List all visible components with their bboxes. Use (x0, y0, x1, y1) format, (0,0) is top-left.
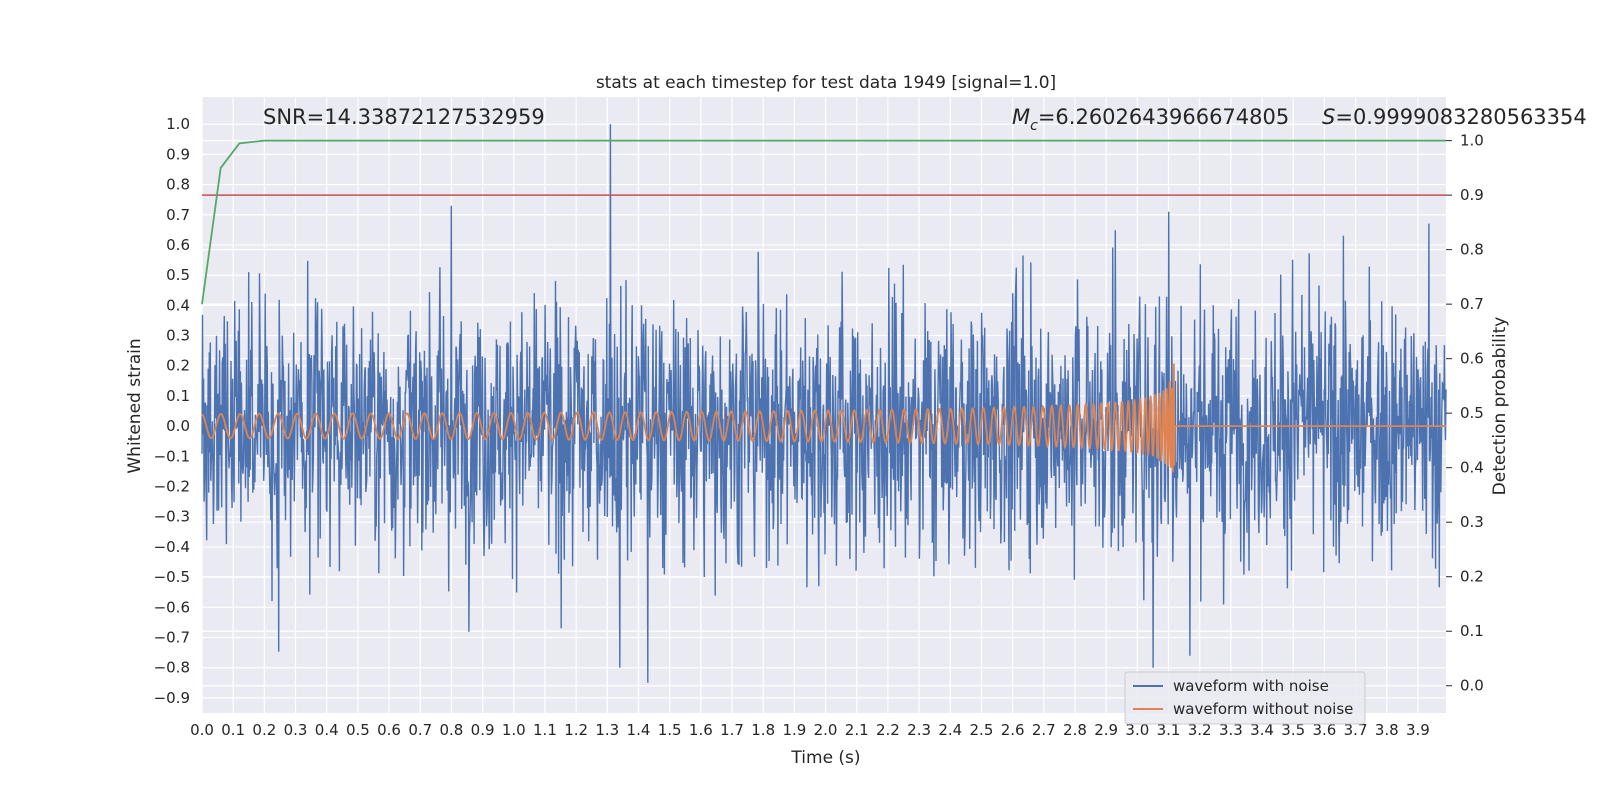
chart-title: stats at each timestep for test data 194… (596, 73, 1056, 93)
x-tick-label: 0.2 (252, 721, 276, 739)
x-tick-label: 0.1 (221, 721, 245, 739)
y2-tick-label: 0.2 (1460, 568, 1484, 586)
waveform-without-noise-line (201, 363, 1446, 473)
x-tick-label: 2.2 (876, 721, 900, 739)
legend-label-noisy: waveform with noise (1173, 677, 1329, 695)
s-value: =0.9999083280563354 (1335, 105, 1586, 129)
s-symbol: S (1322, 105, 1335, 129)
snr-annotation: SNR=14.33872127532959 (263, 105, 545, 129)
y2-tick-label: 0.8 (1460, 241, 1484, 259)
x-tick-label: 3.3 (1219, 721, 1243, 739)
x-tick-label: 0.0 (190, 721, 214, 739)
x-tick-label: 0.9 (471, 721, 495, 739)
y-tick-label: −0.6 (154, 598, 190, 616)
x-tick-label: 0.8 (439, 721, 463, 739)
x-tick-label: 3.8 (1375, 721, 1399, 739)
y-axis-ticks: 1.0 0.9 0.8 0.7 0.6 0.5 0.4 0.3 0.2 0.1 0.0 −0.1 −0.… (154, 115, 190, 707)
x-tick-label: 3.1 (1157, 721, 1181, 739)
y2-tick-label: 0.4 (1460, 459, 1484, 477)
s-annotation: S=0.9999083280563354 (1322, 105, 1587, 129)
x-tick-label: 1.6 (689, 721, 713, 739)
x-tick-label: 0.6 (377, 721, 401, 739)
y2-tick-label: 0.5 (1460, 404, 1484, 422)
x-tick-label: 2.4 (938, 721, 962, 739)
y2-tick-label: 0.0 (1460, 677, 1484, 695)
y-tick-label: 0.4 (166, 296, 190, 314)
y-tick-label: 0.0 (166, 417, 190, 435)
legend-box (1124, 671, 1366, 725)
x-tick-label: 1.1 (533, 721, 557, 739)
y2-tick-label: 0.7 (1460, 295, 1484, 313)
x-tick-label: 1.2 (564, 721, 588, 739)
y-tick-label: −0.9 (154, 689, 190, 707)
y-tick-label: 0.8 (166, 176, 190, 194)
x-tick-label: 2.5 (970, 721, 994, 739)
legend: waveform with noise waveform without noi… (1124, 671, 1366, 725)
data-layer (201, 124, 1447, 683)
y-tick-label: −0.4 (154, 538, 190, 556)
y2-tick-label: 0.6 (1460, 350, 1484, 368)
x-tick-label: 2.3 (907, 721, 931, 739)
x-tick-label: 3.4 (1250, 721, 1274, 739)
chirp-mass-symbol: M (1012, 105, 1030, 129)
y-axis-label: Whitened strain (125, 338, 145, 473)
x-tick-label: 0.5 (346, 721, 370, 739)
detection-probability-line (201, 139, 1446, 305)
x-tick-label: 1.8 (751, 721, 775, 739)
y2-tick-label: 0.9 (1460, 186, 1484, 204)
x-tick-label: 2.0 (814, 721, 838, 739)
y2-tick-label: 0.3 (1460, 513, 1484, 531)
y-tick-label: −0.5 (154, 568, 190, 586)
x-tick-label: 3.0 (1125, 721, 1149, 739)
x-tick-label: 0.3 (284, 721, 308, 739)
x-tick-label: 3.2 (1188, 721, 1212, 739)
x-tick-label: 3.5 (1281, 721, 1305, 739)
y-tick-label: −0.7 (154, 629, 190, 647)
y-tick-label: 0.1 (166, 387, 190, 405)
y-tick-label: 0.5 (166, 266, 190, 284)
x-tick-label: 0.4 (315, 721, 339, 739)
x-tick-label: 2.8 (1063, 721, 1087, 739)
y-tick-label: 0.9 (166, 145, 190, 163)
x-tick-label: 0.7 (408, 721, 432, 739)
y2-tick-label: 0.1 (1460, 622, 1484, 640)
y-tick-label: −0.8 (154, 659, 190, 677)
y-tick-label: 0.3 (166, 327, 190, 345)
x-tick-label: 1.9 (782, 721, 806, 739)
x-tick-label: 1.5 (658, 721, 682, 739)
x-tick-label: 3.7 (1344, 721, 1368, 739)
x-tick-label: 1.4 (627, 721, 651, 739)
y-tick-label: 0.2 (166, 357, 190, 375)
y-tick-label: −0.3 (154, 508, 190, 526)
y2-tick-label: 1.0 (1460, 132, 1484, 150)
y-tick-label: −0.1 (154, 447, 190, 465)
x-tick-label: 2.1 (845, 721, 869, 739)
chirp-mass-subscript: c (1030, 118, 1038, 134)
x-tick-label: 3.9 (1406, 721, 1430, 739)
x-tick-label: 2.7 (1032, 721, 1056, 739)
x-axis-label: Time (s) (790, 748, 860, 768)
y2-axis-ticks: 1.0 0.9 0.8 0.7 0.6 0.5 0.4 0.3 0.2 0.1 0.0 (1446, 132, 1484, 695)
waveform-with-noise-line (201, 124, 1447, 683)
y2-axis-label: Detection probability (1490, 317, 1510, 496)
y-tick-label: 0.7 (166, 206, 190, 224)
y-tick-label: 1.0 (166, 115, 190, 133)
x-tick-label: 2.9 (1094, 721, 1118, 739)
y-tick-label: −0.2 (154, 478, 190, 496)
x-tick-label: 1.0 (502, 721, 526, 739)
y-tick-label: 0.6 (166, 236, 190, 254)
x-tick-label: 2.6 (1001, 721, 1025, 739)
x-tick-label: 3.6 (1312, 721, 1336, 739)
x-tick-label: 1.3 (595, 721, 619, 739)
chirp-mass-annotation: Mc=6.2602643966674805 (1012, 105, 1289, 134)
x-axis-ticks: 0.0 0.1 0.2 0.3 0.4 0.5 0.6 0.7 0.8 0.9 1.0 1.1 1.2 1… (190, 721, 1430, 739)
x-tick-label: 1.7 (720, 721, 744, 739)
chirp-mass-value: =6.2602643966674805 (1038, 105, 1289, 129)
legend-label-clean: waveform without noise (1173, 700, 1353, 718)
